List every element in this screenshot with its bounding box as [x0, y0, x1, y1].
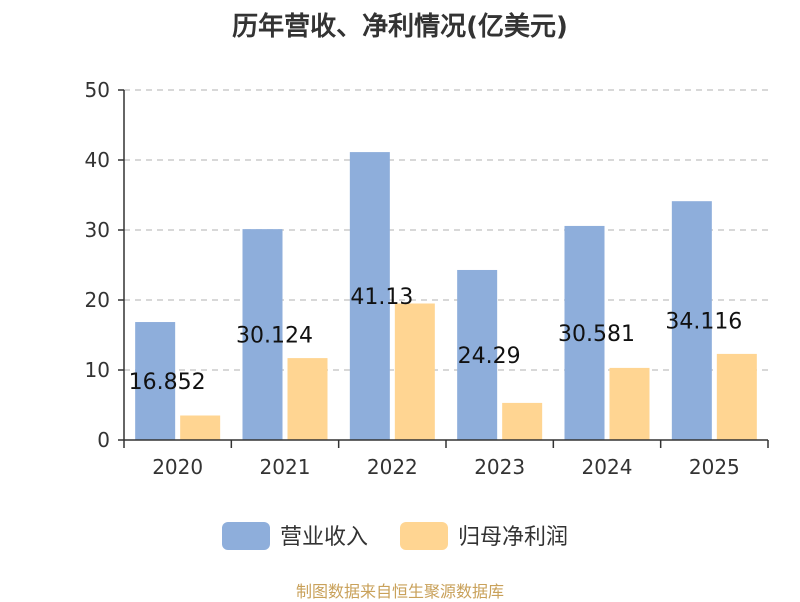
data-label-revenue: 16.852 — [129, 370, 206, 395]
bars — [135, 152, 757, 440]
bar-net-profit — [394, 303, 435, 440]
bar-revenue — [242, 229, 283, 440]
x-tick-label: 2023 — [474, 455, 525, 479]
bar-revenue — [564, 225, 605, 440]
legend: 营业收入 归母净利润 — [222, 522, 568, 550]
bar-revenue — [135, 322, 176, 440]
bar-revenue — [349, 152, 390, 440]
x-tick-label: 2022 — [367, 455, 418, 479]
y-tick-label: 40 — [85, 148, 110, 172]
legend-net-profit-label: 归母净利润 — [458, 525, 568, 550]
bar-net-profit — [180, 415, 221, 440]
axes: 0 10 20 30 40 50 2020 2021 2022 2023 2024 2025 — [85, 78, 769, 479]
data-label-revenue: 30.581 — [558, 322, 635, 347]
y-tick-label: 0 — [97, 428, 110, 452]
x-tick-label: 2020 — [152, 455, 203, 479]
bar-net-profit — [502, 402, 543, 440]
bar-revenue — [457, 269, 498, 440]
y-tick-label: 50 — [85, 78, 110, 102]
legend-net-profit-swatch — [400, 522, 448, 550]
chart-title: 历年营收、净利情况(亿美元) — [232, 12, 568, 42]
source-note: 制图数据来自恒生聚源数据库 — [295, 582, 504, 601]
x-tick-label: 2021 — [260, 455, 311, 479]
data-label-revenue: 41.13 — [350, 285, 413, 310]
y-tick-label: 30 — [85, 218, 110, 242]
data-label-revenue: 24.29 — [458, 344, 521, 369]
legend-revenue-label: 营业收入 — [280, 525, 368, 550]
grid-lines — [124, 89, 768, 371]
x-tick-label: 2025 — [689, 455, 740, 479]
bar-net-profit — [287, 358, 328, 440]
data-label-revenue: 34.116 — [665, 310, 742, 335]
bar-revenue — [671, 201, 712, 440]
bar-net-profit — [609, 367, 650, 440]
data-label-revenue: 30.124 — [236, 324, 313, 349]
legend-revenue-swatch — [222, 522, 270, 550]
y-tick-label: 10 — [85, 358, 110, 382]
data-labels: 16.852 30.124 41.13 24.29 30.581 34.116 — [129, 285, 743, 395]
x-tick-label: 2024 — [582, 455, 633, 479]
y-tick-label: 20 — [85, 288, 110, 312]
bar-net-profit — [716, 353, 757, 440]
